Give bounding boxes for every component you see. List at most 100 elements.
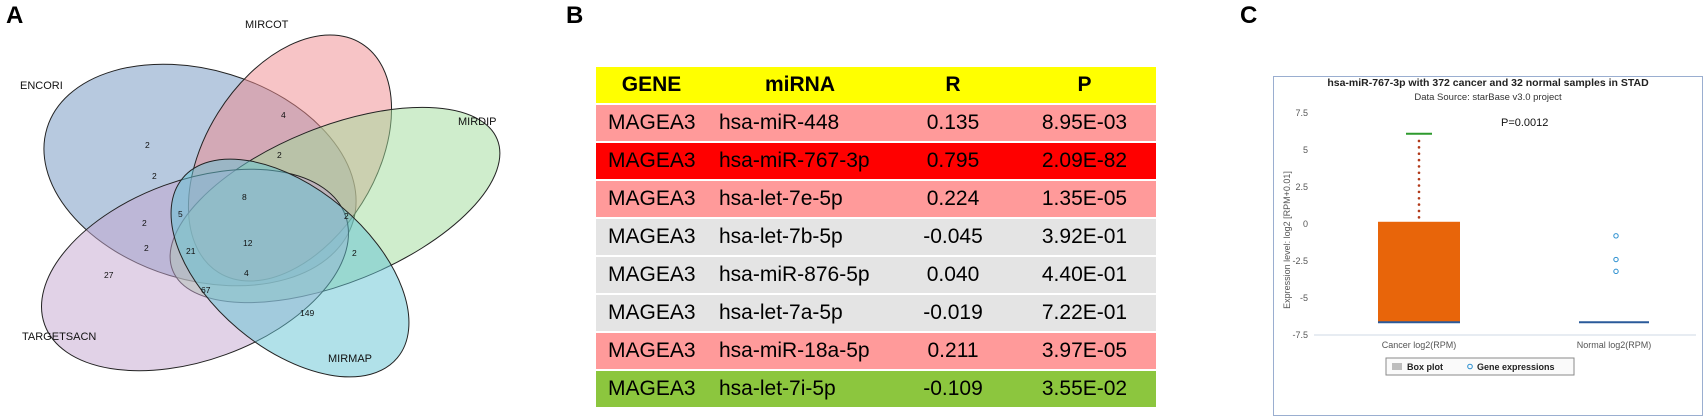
cell-r: 0.211 xyxy=(893,331,1013,370)
whisker-dot xyxy=(1417,165,1421,168)
cell-mirna: hsa-let-7a-5p xyxy=(707,293,893,332)
venn-region-count: 21 xyxy=(186,246,196,256)
table-header-row: GENE miRNA R P xyxy=(596,67,1156,104)
table-row: MAGEA3 hsa-let-7e-5p 0.224 1.35E-05 xyxy=(596,179,1156,218)
header-r: R xyxy=(893,67,1013,104)
cell-mirna: hsa-miR-767-3p xyxy=(707,141,893,180)
venn-label-encori: ENCORI xyxy=(20,80,63,92)
header-mirna: miRNA xyxy=(707,67,893,104)
venn-label-mirdip: MIRDIP xyxy=(458,116,497,128)
normal-outlier-point xyxy=(1613,233,1619,239)
cell-gene: MAGEA3 xyxy=(596,103,707,142)
venn-region-count: 2 xyxy=(145,140,150,150)
x-tick-label: Cancer log2(RPM) xyxy=(1382,340,1457,350)
legend-label-boxplot: Box plot xyxy=(1407,362,1443,372)
cell-p: 3.97E-05 xyxy=(1013,331,1156,370)
y-axis-ticks: 7.5 5 2.5 0 -2.5 -5 -7.5 xyxy=(1292,108,1308,340)
header-gene: GENE xyxy=(596,67,707,104)
whisker-dot xyxy=(1417,216,1421,219)
cell-r: -0.045 xyxy=(893,217,1013,256)
venn-panel: MIRCOT ENCORI MIRDIP TARGETSACN MIRMAP 4… xyxy=(0,0,520,418)
venn-region-count: 67 xyxy=(201,285,211,295)
cell-r: 0.135 xyxy=(893,103,1013,142)
venn-region-count: 2 xyxy=(152,171,157,181)
venn-region-count: 4 xyxy=(244,268,249,278)
panel-letter-c: C xyxy=(1240,2,1258,29)
whisker-dot xyxy=(1417,171,1421,175)
venn-diagram: MIRCOT ENCORI MIRDIP TARGETSACN MIRMAP 4… xyxy=(20,19,501,378)
cell-gene: MAGEA3 xyxy=(596,293,707,332)
legend-label-gene-expressions: Gene expressions xyxy=(1477,362,1555,372)
cell-gene: MAGEA3 xyxy=(596,217,707,256)
venn-region-count: 8 xyxy=(242,192,247,202)
venn-region-count: 27 xyxy=(104,270,114,280)
legend-swatch-boxplot xyxy=(1392,363,1402,370)
cell-p: 2.09E-82 xyxy=(1013,141,1156,180)
venn-region-count: 2 xyxy=(352,248,357,258)
venn-region-count: 2 xyxy=(144,243,149,253)
cell-gene: MAGEA3 xyxy=(596,331,707,370)
table-row: MAGEA3 hsa-let-7b-5p -0.045 3.92E-01 xyxy=(596,217,1156,256)
venn-region-count: 12 xyxy=(243,238,253,248)
cell-r: 0.795 xyxy=(893,141,1013,180)
venn-label-targetsacn: TARGETSACN xyxy=(22,331,96,343)
y-tick-label: 2.5 xyxy=(1295,182,1308,192)
venn-region-count: 2 xyxy=(277,150,282,160)
venn-set-mirmap xyxy=(170,158,410,378)
cell-mirna: hsa-let-7b-5p xyxy=(707,217,893,256)
whisker-dot xyxy=(1417,139,1421,143)
whisker-dot xyxy=(1417,158,1421,162)
y-axis-label: Expression level: log2 [RPM+0.01] xyxy=(1282,171,1292,309)
p-value-annotation: P=0.0012 xyxy=(1501,117,1548,129)
cell-r: -0.019 xyxy=(893,293,1013,332)
boxplot-panel: hsa-miR-767-3p with 372 cancer and 32 no… xyxy=(1273,76,1703,416)
cell-mirna: hsa-let-7e-5p xyxy=(707,179,893,218)
venn-region-count: 2 xyxy=(142,218,147,228)
cell-mirna: hsa-let-7i-5p xyxy=(707,369,893,407)
y-tick-label: -2.5 xyxy=(1292,256,1308,266)
cell-r: -0.109 xyxy=(893,369,1013,407)
cell-p: 8.95E-03 xyxy=(1013,103,1156,142)
cell-p: 7.22E-01 xyxy=(1013,293,1156,332)
cell-p: 3.92E-01 xyxy=(1013,217,1156,256)
chart-subtitle: Data Source: starBase v3.0 project xyxy=(1414,92,1562,103)
cell-gene: MAGEA3 xyxy=(596,369,707,407)
venn-region-count: 4 xyxy=(281,110,286,120)
y-tick-label: -5 xyxy=(1300,293,1308,303)
whisker-dot xyxy=(1417,209,1421,213)
plot-marks xyxy=(1378,132,1649,324)
cell-mirna: hsa-miR-876-5p xyxy=(707,255,893,294)
legend-swatch-gene-expressions xyxy=(1467,363,1473,370)
venn-region-count: 149 xyxy=(300,308,314,318)
table-row: MAGEA3 hsa-miR-448 0.135 8.95E-03 xyxy=(596,103,1156,142)
legend-frame xyxy=(1385,357,1575,376)
panel-letter-b: B xyxy=(566,2,584,29)
table-row: MAGEA3 hsa-miR-876-5p 0.040 4.40E-01 xyxy=(596,255,1156,294)
cell-p: 4.40E-01 xyxy=(1013,255,1156,294)
y-tick-label: 5 xyxy=(1303,145,1308,155)
cell-r: 0.224 xyxy=(893,179,1013,218)
venn-label-mirmap: MIRMAP xyxy=(328,353,372,365)
table-row: MAGEA3 hsa-miR-18a-5p 0.211 3.97E-05 xyxy=(596,331,1156,370)
correlation-table-panel: GENE miRNA R P MAGEA3 hsa-miR-448 0.135 … xyxy=(596,67,1156,407)
whisker-dot xyxy=(1417,146,1421,149)
cell-gene: MAGEA3 xyxy=(596,141,707,180)
cell-p: 1.35E-05 xyxy=(1013,179,1156,218)
venn-region-count: 5 xyxy=(178,209,183,219)
boxplot-chart: hsa-miR-767-3p with 372 cancer and 32 no… xyxy=(1282,77,1696,376)
whisker-dot xyxy=(1417,190,1421,194)
x-tick-label: Normal log2(RPM) xyxy=(1577,340,1652,350)
y-tick-label: 0 xyxy=(1303,219,1308,229)
normal-outlier-point xyxy=(1613,256,1619,263)
whisker-dot xyxy=(1417,184,1421,187)
whisker-dot xyxy=(1417,152,1421,155)
whisker-dot xyxy=(1417,177,1421,181)
correlation-table: GENE miRNA R P MAGEA3 hsa-miR-448 0.135 … xyxy=(596,67,1156,407)
cell-mirna: hsa-miR-18a-5p xyxy=(707,331,893,370)
cell-r: 0.040 xyxy=(893,255,1013,294)
chart-legend: Box plot Gene expressions xyxy=(1385,357,1575,376)
chart-title: hsa-miR-767-3p with 372 cancer and 32 no… xyxy=(1327,77,1649,89)
cancer-box xyxy=(1378,221,1460,323)
table-row: MAGEA3 hsa-let-7i-5p -0.109 3.55E-02 xyxy=(596,369,1156,407)
venn-region-count: 2 xyxy=(344,211,349,221)
